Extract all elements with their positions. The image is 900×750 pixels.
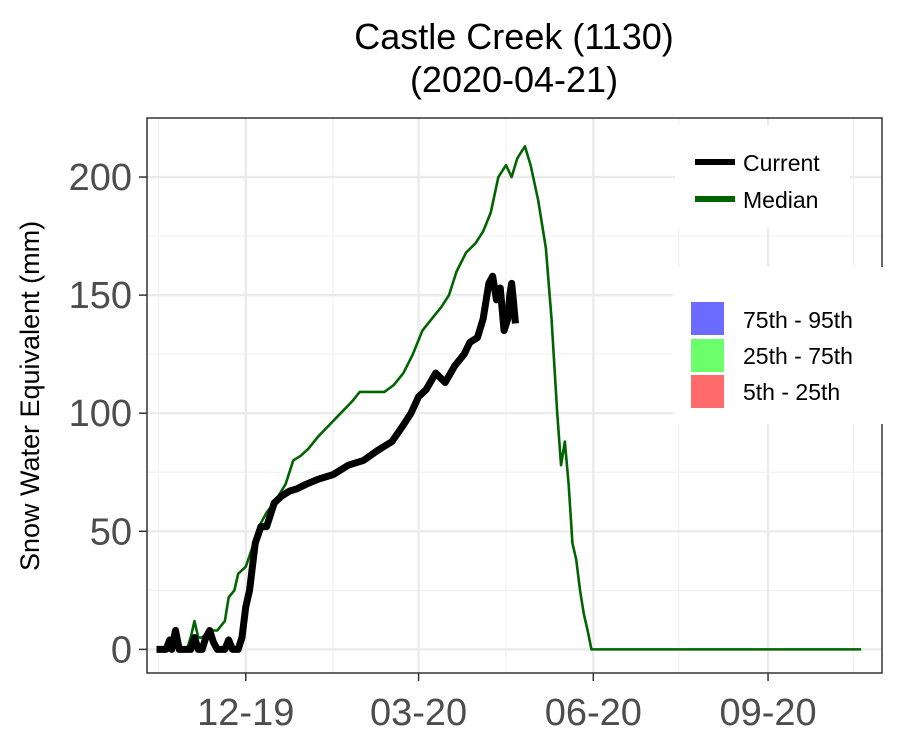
x-tick-label: 12-19 <box>197 692 294 734</box>
legend-bands: 75th - 95th 25th - 75th 5th - 25th <box>673 267 885 424</box>
series-line-median <box>156 145 862 651</box>
series-line-current <box>156 272 519 653</box>
y-tick-label: 0 <box>111 629 132 671</box>
x-tick-label: 06-20 <box>545 692 642 734</box>
legend-current-label: Current <box>743 150 820 176</box>
legend-band-25-75-swatch <box>691 339 724 372</box>
y-tick-label: 100 <box>69 393 132 435</box>
legend-band-75-95-swatch <box>691 302 724 335</box>
series-layer <box>156 145 862 653</box>
legend-lines-background <box>675 125 850 228</box>
y-tick-label: 200 <box>69 157 132 199</box>
y-axis-label: Snow Water Equivalent (mm) <box>15 221 45 571</box>
chart-title: Castle Creek (1130) <box>354 16 673 57</box>
y-tick-label: 150 <box>69 275 132 317</box>
y-tick-label: 50 <box>90 511 132 553</box>
y-axis: 0 50 100 150 200 <box>69 157 147 671</box>
legend-band-5-25-swatch <box>691 375 724 408</box>
chart-subtitle: (2020-04-21) <box>410 59 618 100</box>
legend-lines: Current Median <box>675 125 850 228</box>
legend-band-75-95-label: 75th - 95th <box>743 307 853 333</box>
x-axis: 12-19 03-20 06-20 09-20 <box>197 673 817 734</box>
x-tick-label: 09-20 <box>719 692 816 734</box>
x-tick-label: 03-20 <box>370 692 467 734</box>
legend-median-label: Median <box>743 187 818 213</box>
legend-band-25-75-label: 25th - 75th <box>743 343 853 369</box>
legend-band-5-25-label: 5th - 25th <box>743 379 840 405</box>
